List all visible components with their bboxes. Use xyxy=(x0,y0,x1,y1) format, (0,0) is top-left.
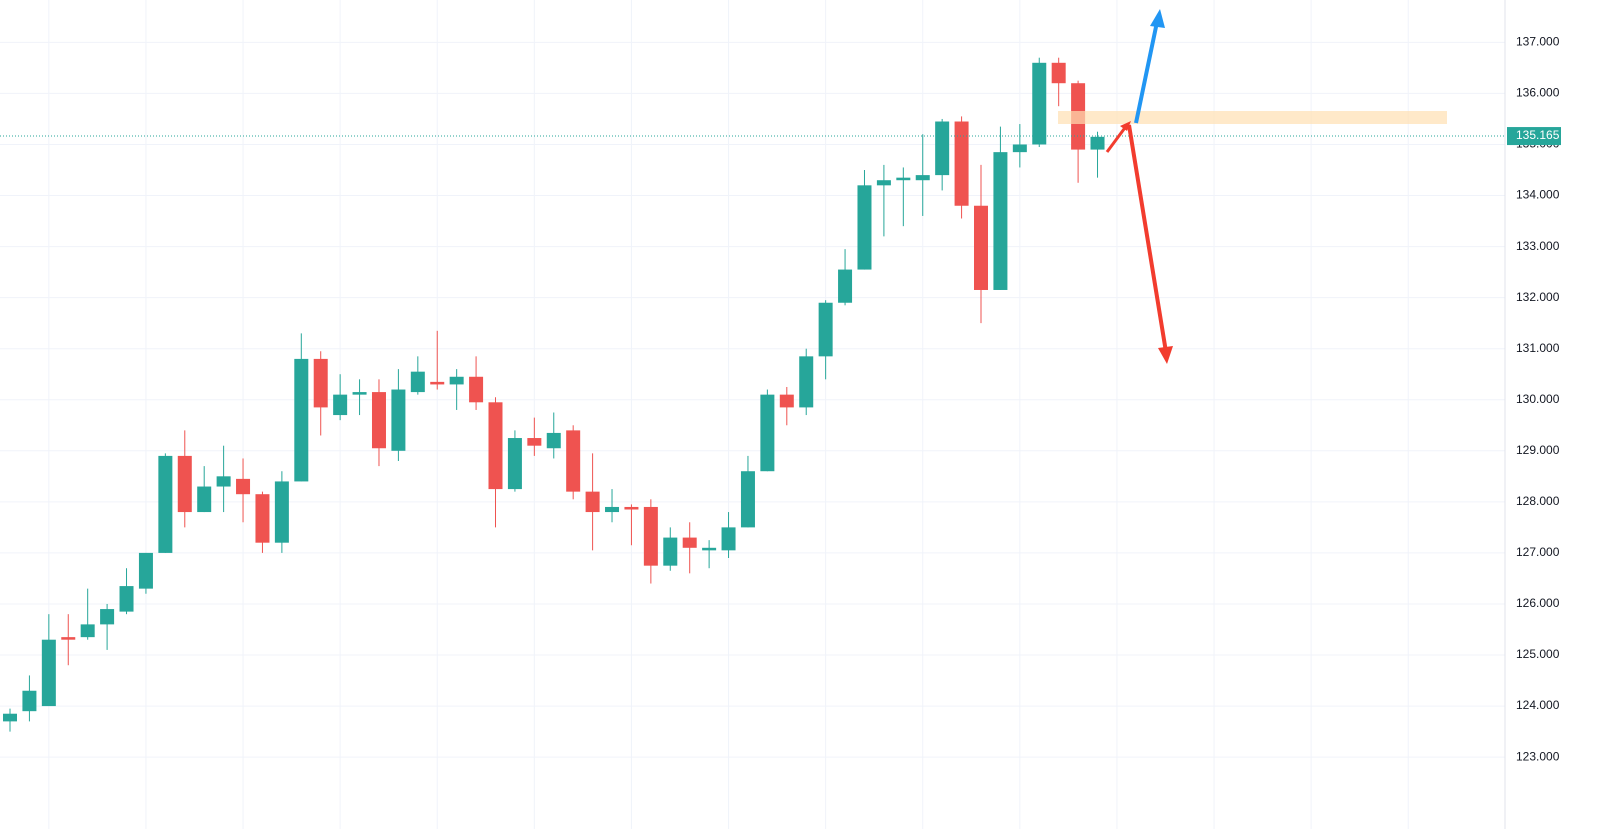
zone xyxy=(1058,111,1447,124)
candle-body xyxy=(216,476,231,487)
y-tick-label: 128.000 xyxy=(1516,494,1560,508)
candle-body xyxy=(838,269,853,303)
candle-body xyxy=(1051,62,1066,84)
candle-body xyxy=(682,537,697,548)
arrow-head xyxy=(1158,346,1173,364)
candle-body xyxy=(527,438,542,446)
candle-body xyxy=(896,177,911,181)
candle-body xyxy=(818,302,833,357)
candle-body xyxy=(449,376,464,385)
y-tick-label: 129.000 xyxy=(1516,443,1560,457)
candle-body xyxy=(333,394,348,416)
candle-body xyxy=(721,527,736,551)
candle-body xyxy=(100,609,115,625)
y-tick-label: 130.000 xyxy=(1516,392,1560,406)
candle-body xyxy=(1012,144,1027,153)
candle-body xyxy=(954,121,969,206)
candle-body xyxy=(779,394,794,408)
candle-body xyxy=(391,389,406,451)
candle-body xyxy=(507,438,522,490)
candle-body xyxy=(974,205,988,290)
candle-body xyxy=(546,432,561,449)
candle-body xyxy=(643,506,658,566)
candle-body xyxy=(61,637,76,640)
y-tick-label: 133.000 xyxy=(1516,239,1560,253)
candle-body xyxy=(430,381,445,385)
candle-body xyxy=(1090,136,1105,150)
price-label-text: 135.165 xyxy=(1516,128,1560,142)
candle-body xyxy=(760,394,775,472)
candle-body xyxy=(624,506,639,510)
candle-body xyxy=(197,486,212,513)
price-label: 135.165 xyxy=(1507,127,1561,146)
y-tick-label: 131.000 xyxy=(1516,341,1560,355)
arrow xyxy=(1127,124,1168,353)
candle-body xyxy=(605,506,620,513)
candle-body xyxy=(1032,62,1047,145)
candle-body xyxy=(371,392,386,449)
candle-body xyxy=(22,690,37,712)
y-tick-label: 137.000 xyxy=(1516,35,1560,49)
candle-body xyxy=(702,547,717,551)
candle-body xyxy=(857,185,872,270)
candle-body xyxy=(566,430,581,492)
y-tick-label: 125.000 xyxy=(1516,647,1560,661)
arrow xyxy=(1134,21,1159,124)
candle-body xyxy=(740,471,755,528)
candle-body xyxy=(352,392,367,395)
arrow-head xyxy=(1150,9,1165,28)
candle-body xyxy=(236,478,251,495)
candle-body xyxy=(915,175,930,181)
candle-body xyxy=(935,121,950,176)
y-tick-label: 136.000 xyxy=(1516,86,1560,100)
candle-body xyxy=(3,713,17,722)
y-tick-label: 132.000 xyxy=(1516,290,1560,304)
arrows xyxy=(1105,9,1173,364)
y-tick-label: 127.000 xyxy=(1516,545,1560,559)
candle-body xyxy=(488,402,503,490)
price-label-box xyxy=(1507,127,1561,146)
candle-body xyxy=(469,376,484,403)
candle-body xyxy=(138,552,153,589)
y-tick-label: 134.000 xyxy=(1516,188,1560,202)
candle-body xyxy=(993,152,1008,290)
candle-body xyxy=(663,537,678,566)
candle-body xyxy=(41,639,56,707)
candle-body xyxy=(876,180,891,186)
arrow-head xyxy=(1120,121,1131,131)
candle-body xyxy=(294,358,309,482)
y-tick-label: 123.000 xyxy=(1516,749,1560,763)
candle-body xyxy=(585,491,600,513)
candle-body xyxy=(80,624,95,638)
candle-body xyxy=(158,455,173,553)
candle-body xyxy=(799,356,814,408)
candle-body xyxy=(177,455,192,513)
y-tick-label: 124.000 xyxy=(1516,698,1560,712)
candle-body xyxy=(410,371,425,393)
candle-body xyxy=(255,494,270,543)
candle-body xyxy=(119,586,134,612)
arrow xyxy=(1105,124,1129,153)
y-tick-label: 126.000 xyxy=(1516,596,1560,610)
candle-body xyxy=(274,481,289,543)
candle-body xyxy=(313,358,328,408)
